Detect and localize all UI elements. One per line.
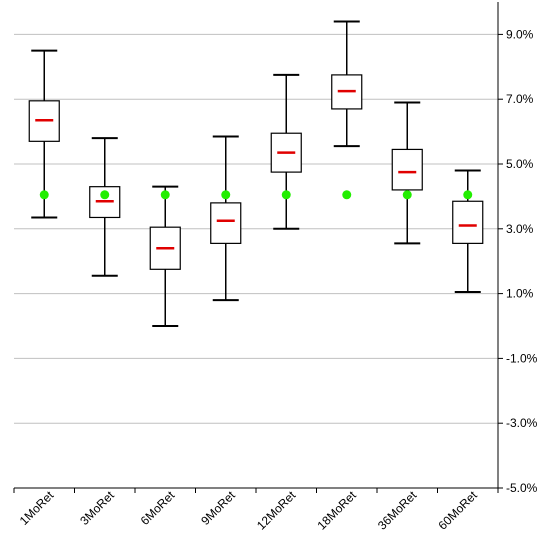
marker-point <box>160 190 170 200</box>
iqr-box <box>452 200 484 244</box>
x-tick-label: 6MoRet <box>138 488 178 528</box>
x-tick-label: 12MoRet <box>254 488 299 533</box>
iqr-box <box>210 202 242 244</box>
boxes <box>28 20 484 327</box>
box-36MoRet <box>391 101 423 245</box>
y-tick-label: 7.0% <box>506 92 534 106</box>
box-18MoRet <box>331 20 363 200</box>
tick-labels: 9.0% 7.0% 5.0% 3.0% 1.0% -1.0% -3.0% -5.0% 1MoRe… <box>17 27 538 532</box>
box-6MoRet <box>149 185 181 327</box>
x-tick-label: 1MoRet <box>17 488 57 528</box>
y-tick-label: 3.0% <box>506 222 534 236</box>
gridlines <box>14 33 498 424</box>
marker-point <box>402 190 412 200</box>
y-tick-label: -3.0% <box>506 416 538 430</box>
y-tick-label: 5.0% <box>506 157 534 171</box>
marker-point <box>39 190 49 200</box>
x-tick-label: 36MoRet <box>375 488 420 533</box>
box-1MoRet <box>28 49 60 219</box>
marker-point <box>342 190 352 200</box>
marker-point <box>281 190 291 200</box>
x-tick-label: 3MoRet <box>77 488 117 528</box>
axes <box>13 2 503 493</box>
box-60MoRet <box>452 169 484 293</box>
y-tick-label: -1.0% <box>506 351 538 365</box>
y-tick-label: 1.0% <box>506 287 534 301</box>
x-tick-label: 60MoRet <box>436 488 481 533</box>
marker-point <box>463 190 473 200</box>
iqr-box <box>391 148 423 191</box>
box-3MoRet <box>89 137 121 277</box>
x-tick-label: 9MoRet <box>198 488 238 528</box>
y-tick-label: -5.0% <box>506 481 538 495</box>
box-12MoRet <box>270 73 302 230</box>
marker-point <box>100 190 110 200</box>
y-tick-label: 9.0% <box>506 27 534 41</box>
x-tick-label: 18MoRet <box>315 488 360 533</box>
marker-point <box>221 190 231 200</box>
box-9MoRet <box>210 135 242 302</box>
